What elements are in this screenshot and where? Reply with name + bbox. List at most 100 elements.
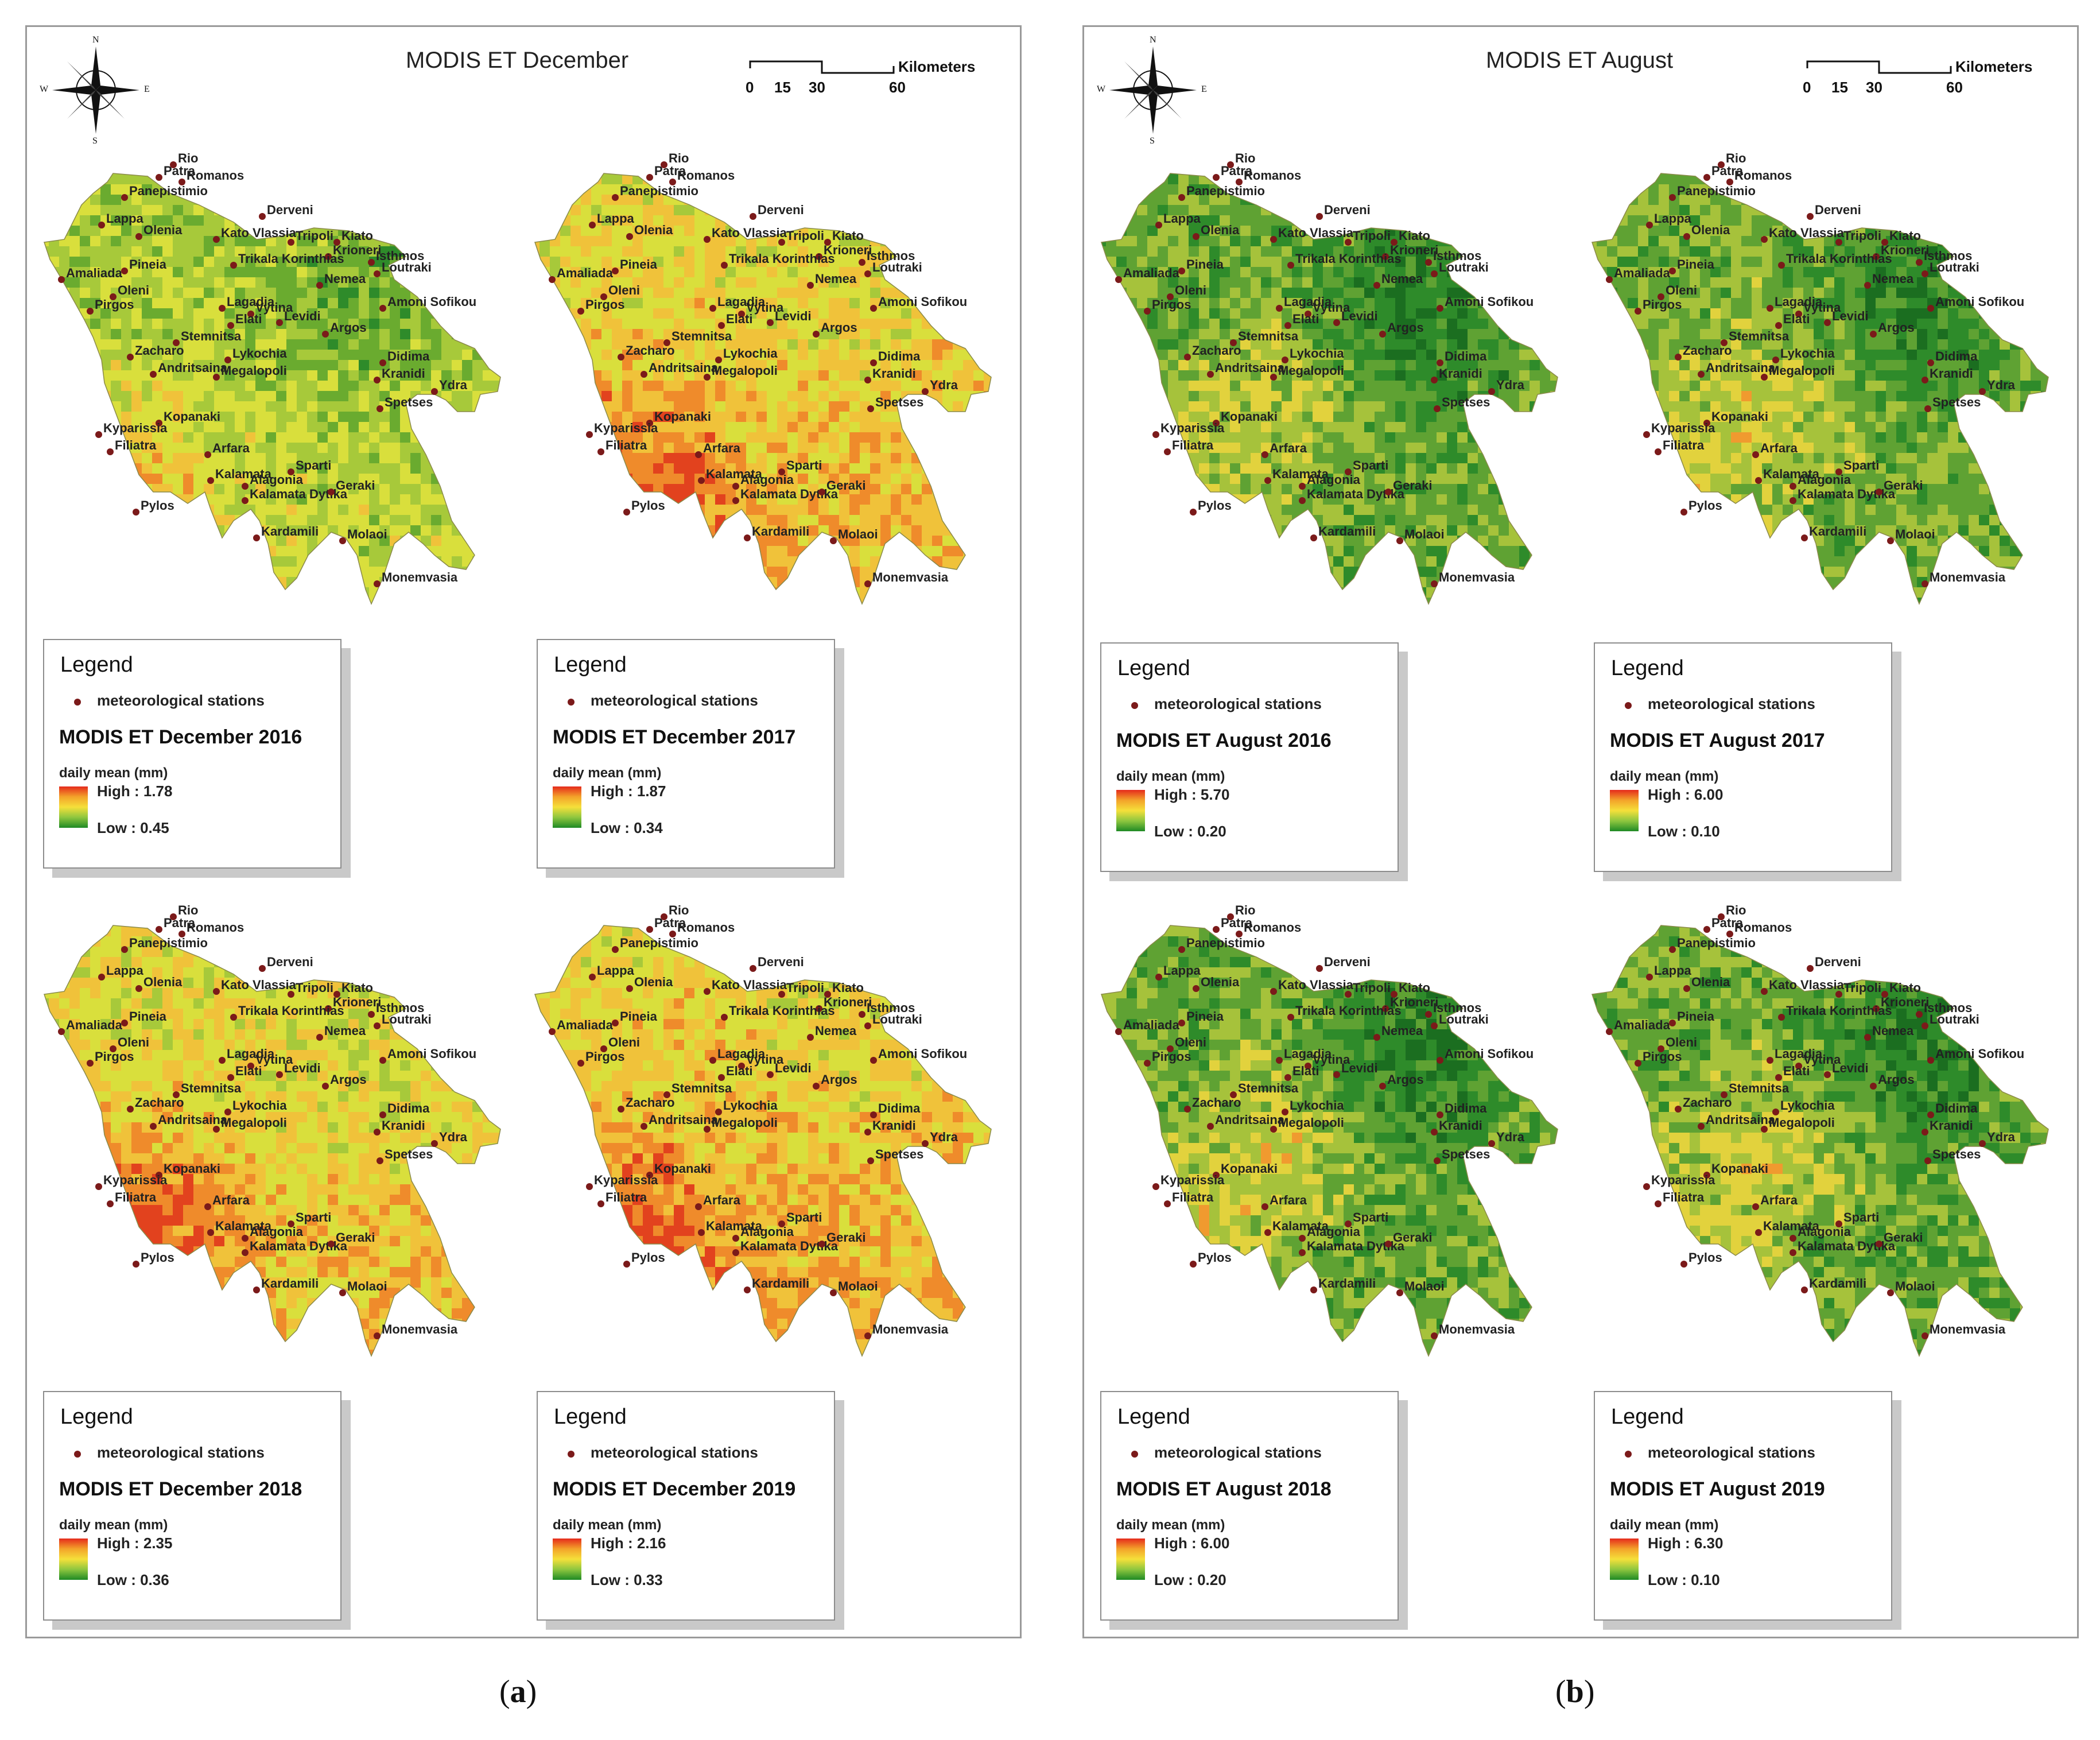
et-cell [663,236,674,247]
et-cell [80,1029,91,1040]
et-cell [379,432,390,443]
et-cell [705,536,716,547]
station-marker [549,276,556,283]
station-label: Kranidi [872,366,916,381]
et-cell [674,432,685,443]
et-cell [591,484,602,495]
et-cell [674,525,685,536]
et-cell [297,153,308,164]
et-cell [100,246,111,257]
et-cell [214,505,225,516]
et-cell [328,350,339,361]
et-cell [100,319,111,330]
et-cell [622,474,633,485]
et-cell [493,998,500,1009]
et-cell [49,525,60,536]
et-cell [653,536,664,547]
et-cell [472,463,483,474]
et-cell [798,277,809,288]
et-cell [736,474,747,485]
et-cell [214,257,225,268]
et-cell [901,556,912,567]
et-cell [297,608,308,619]
et-cell [276,308,287,319]
et-cell [245,381,256,392]
et-cell [245,360,256,371]
et-cell [152,443,163,454]
et-cell [69,1019,80,1030]
et-cell [736,381,747,392]
et-cell [255,391,266,402]
et-cell [901,443,912,454]
station-marker [641,371,647,378]
et-cell [570,288,581,299]
et-cell [643,598,654,604]
et-cell [69,226,80,237]
et-cell [472,505,483,516]
et-cell [715,339,726,350]
et-cell [276,277,287,288]
et-cell [472,905,483,916]
et-cell [994,329,1005,340]
station-label: Derveni [267,203,313,217]
et-cell [317,567,328,578]
et-cell [193,556,204,567]
et-cell [911,422,922,433]
et-cell [338,967,349,978]
et-cell [539,546,550,557]
et-cell [59,463,70,474]
et-cell [483,350,494,361]
et-cell [338,577,349,588]
et-cell [100,978,111,989]
et-cell [839,494,850,505]
et-cell [880,608,891,619]
et-cell [953,494,964,505]
et-cell [756,505,767,516]
et-cell [359,598,370,604]
et-cell [245,236,256,247]
et-cell [818,598,829,604]
et-cell [379,370,390,381]
et-cell [90,598,101,604]
et-cell [911,360,922,371]
et-cell [973,587,984,598]
et-cell [214,978,225,989]
et-cell [725,412,736,423]
et-cell [994,205,1005,216]
et-cell [643,453,654,464]
et-cell [953,205,964,216]
et-cell [736,329,747,340]
et-cell [338,1029,349,1040]
et-cell [317,298,328,309]
et-cell [204,350,215,361]
et-cell [849,329,860,340]
et-cell [622,536,633,547]
et-cell [503,567,514,578]
et-cell [808,195,819,206]
et-cell [131,525,142,536]
et-cell [591,350,602,361]
et-cell [829,360,840,371]
et-cell [266,1040,277,1051]
et-cell [317,381,328,392]
et-cell [756,381,767,392]
et-cell [131,350,142,361]
et-cell [622,298,633,309]
et-cell [891,350,902,361]
et-cell [162,957,173,968]
et-cell [266,1029,277,1040]
et-cell [622,215,633,226]
et-cell [390,556,401,567]
et-cell [441,236,452,247]
et-cell [369,494,380,505]
et-cell [286,422,297,433]
station-label: Kiato [341,228,373,243]
et-cell [204,422,215,433]
et-cell [715,577,726,588]
et-cell [818,608,829,619]
et-cell [131,947,142,958]
et-cell [674,246,685,257]
et-cell [767,598,778,604]
et-cell [493,360,500,371]
et-cell [44,350,49,361]
